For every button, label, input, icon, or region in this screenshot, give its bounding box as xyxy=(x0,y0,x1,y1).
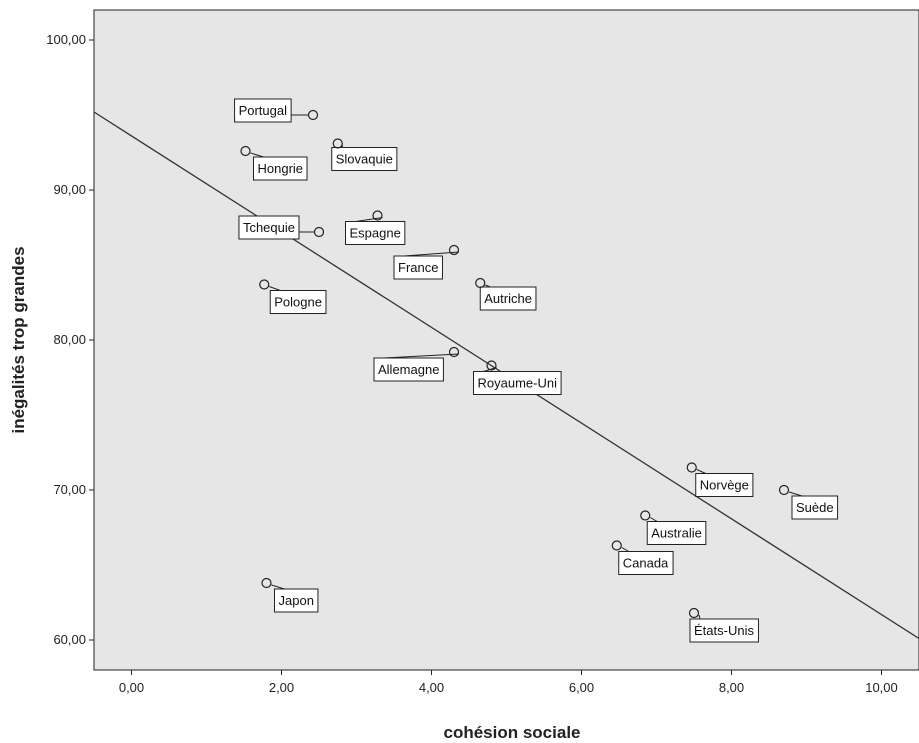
point-label: Hongrie xyxy=(258,161,304,176)
data-point: Norvège xyxy=(686,462,754,497)
data-point: Australie xyxy=(640,510,707,545)
data-point: Japon xyxy=(261,577,319,613)
point-label-box xyxy=(618,551,674,575)
leader-line xyxy=(698,614,701,620)
point-label: Suède xyxy=(796,500,834,515)
x-axis-title: cohésion sociale xyxy=(444,723,581,742)
data-point: États-Unis xyxy=(688,607,759,643)
y-tick-label: 80,00 xyxy=(53,332,86,347)
point-label-box xyxy=(234,98,292,123)
y-tick-label: 60,00 xyxy=(53,632,86,647)
leader-line xyxy=(696,469,706,474)
point-marker xyxy=(640,510,651,521)
point-marker xyxy=(448,346,460,358)
point-label-box xyxy=(791,495,839,520)
data-point: France xyxy=(393,244,460,280)
data-point: Slovaquie xyxy=(331,138,398,171)
point-label-box xyxy=(695,473,754,497)
data-point: Hongrie xyxy=(240,145,308,181)
point-label: Allemagne xyxy=(378,362,439,377)
y-axis-title: inégalités trop grandes xyxy=(9,246,28,433)
points-layer: Portugal Hongrie Slovaquie Tchequie Espagne F… xyxy=(234,98,839,643)
x-axis: 0,00 2,00 4,00 6,00 8,00 10,00 xyxy=(119,670,898,695)
x-tick-label: 8,00 xyxy=(719,680,744,695)
point-label-box xyxy=(238,215,300,240)
data-point: Royaume-Uni xyxy=(473,360,562,395)
point-label: Australie xyxy=(651,526,702,541)
x-tick-label: 10,00 xyxy=(865,680,898,695)
point-marker xyxy=(475,277,486,289)
point-label-box xyxy=(269,290,327,314)
data-point: Suède xyxy=(778,484,839,520)
point-marker xyxy=(240,145,251,157)
point-marker xyxy=(372,210,383,221)
point-label: Espagne xyxy=(350,226,401,241)
point-label: Norvège xyxy=(700,478,749,493)
data-point: Espagne xyxy=(345,210,406,245)
point-label: Slovaquie xyxy=(336,152,393,167)
point-marker xyxy=(448,244,460,256)
point-label: Autriche xyxy=(484,291,532,306)
data-point: Pologne xyxy=(259,279,327,314)
leader-line xyxy=(269,286,281,291)
data-point: Portugal xyxy=(234,98,319,123)
x-tick-label: 4,00 xyxy=(419,680,444,695)
leader-line xyxy=(650,517,658,522)
point-label: États-Unis xyxy=(694,623,754,638)
x-tick-label: 2,00 xyxy=(269,680,294,695)
data-point: Tchequie xyxy=(238,215,325,240)
data-point: Allemagne xyxy=(373,346,460,382)
point-label-box xyxy=(373,357,444,382)
point-label-box xyxy=(253,156,308,181)
point-marker xyxy=(259,279,270,290)
point-label: Portugal xyxy=(239,103,288,118)
point-marker xyxy=(688,607,700,619)
leader-line xyxy=(250,152,264,158)
point-marker xyxy=(261,577,272,589)
y-tick-label: 90,00 xyxy=(53,182,86,197)
point-label: Royaume-Uni xyxy=(478,376,558,391)
y-tick-label: 70,00 xyxy=(53,482,86,497)
point-label-box xyxy=(689,618,759,643)
leader-line xyxy=(621,547,629,552)
point-marker xyxy=(778,484,790,496)
point-label-box xyxy=(345,221,406,245)
point-label-box xyxy=(473,371,562,395)
point-label: Canada xyxy=(623,556,669,571)
point-label-box xyxy=(479,286,537,311)
point-marker xyxy=(486,360,497,371)
x-tick-label: 6,00 xyxy=(569,680,594,695)
point-label-box xyxy=(331,147,398,171)
leader-line xyxy=(341,145,344,148)
point-label: Tchequie xyxy=(243,220,295,235)
plot-area xyxy=(93,9,919,671)
leader-line xyxy=(788,491,803,497)
leader-line xyxy=(271,584,285,590)
point-marker xyxy=(611,540,622,551)
leader-line xyxy=(383,353,460,359)
point-label: France xyxy=(398,260,438,275)
point-label: Japon xyxy=(279,593,314,608)
y-tick-label: 100,00 xyxy=(46,32,86,47)
y-axis: 60,00 70,00 80,00 90,00 100,00 xyxy=(46,32,94,647)
data-point: Autriche xyxy=(475,277,537,311)
point-label-box xyxy=(393,255,443,280)
point-marker xyxy=(686,462,697,473)
point-marker xyxy=(307,109,319,121)
point-label: Pologne xyxy=(274,295,322,310)
leader-line xyxy=(355,217,383,222)
point-marker xyxy=(313,226,325,238)
x-tick-label: 0,00 xyxy=(119,680,144,695)
data-point: Canada xyxy=(611,540,674,575)
point-label-box xyxy=(646,521,707,545)
leader-line xyxy=(485,284,491,288)
point-marker xyxy=(332,138,343,149)
point-label-box xyxy=(274,588,319,613)
